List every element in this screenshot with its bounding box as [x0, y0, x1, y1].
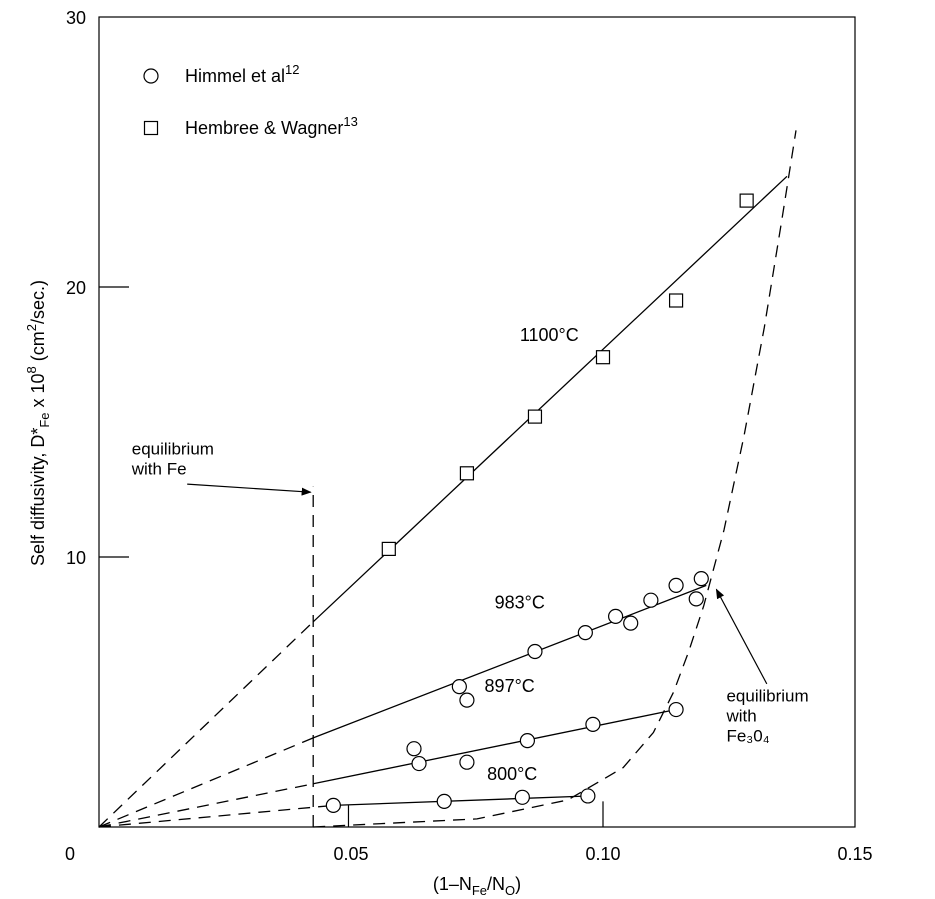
himmel-data-point — [459, 754, 475, 770]
annotation-text: Fe₃0₄ — [726, 726, 769, 745]
hembree-data-point — [381, 541, 396, 557]
isotherm-solid-line — [333, 795, 588, 807]
x-tick-label: 0.15 — [837, 844, 872, 864]
himmel-data-point — [436, 793, 452, 809]
x-tick-label: 0.10 — [585, 844, 620, 864]
legend-square-marker — [143, 120, 159, 136]
isotherm-solid-line — [312, 584, 707, 739]
isotherm-dashed-line — [98, 737, 314, 828]
hembree-data-point — [527, 409, 543, 424]
himmel-data-point — [623, 615, 639, 631]
hembree-data-point — [595, 350, 611, 365]
annotation-text: with Fe — [131, 459, 187, 478]
himmel-data-point — [514, 789, 530, 805]
himmel-data-point — [668, 701, 684, 718]
himmel-data-point — [411, 755, 427, 772]
plot-frame — [98, 16, 856, 828]
annotation-arrow — [715, 588, 768, 685]
annotation-text: equilibrium — [726, 686, 808, 705]
himmel-data-point — [577, 624, 593, 641]
legend-circle-marker — [143, 68, 159, 84]
isotherm-label: 800°C — [487, 764, 537, 784]
legend-label: Hembree & Wagner13 — [185, 114, 358, 138]
isotherm-label: 897°C — [485, 676, 535, 696]
himmel-data-point — [406, 741, 422, 757]
x-tick-label: 0 — [65, 844, 75, 864]
himmel-data-point — [693, 570, 709, 587]
y-tick-label: 30 — [66, 8, 86, 28]
isotherm-dashed-line — [98, 783, 314, 828]
himmel-data-point — [527, 643, 543, 660]
isotherm-solid-line — [313, 708, 677, 785]
isotherm-dashed-line — [98, 621, 314, 828]
isotherm-dashed-line — [98, 804, 334, 828]
x-tick-label: 0.05 — [333, 844, 368, 864]
isotherm-label: 1100°C — [520, 325, 579, 345]
data-points — [325, 193, 754, 814]
hembree-data-point — [668, 293, 684, 308]
annotation-text: equilibrium — [132, 439, 214, 458]
himmel-data-point — [668, 577, 684, 593]
himmel-data-point — [688, 591, 704, 607]
himmel-data-point — [585, 716, 601, 733]
himmel-data-point — [325, 797, 341, 814]
isotherm-label: 983°C — [495, 592, 545, 612]
hembree-data-point — [459, 466, 475, 481]
annotation-text: with — [725, 706, 756, 725]
himmel-data-point — [607, 608, 624, 625]
phase-boundary-line — [313, 130, 797, 828]
axes: 10 20 30 0 0.05 0.10 0.15 (1–NFe/NO) Self diffus… — [24, 8, 873, 898]
himmel-data-point — [580, 788, 596, 804]
himmel-data-point — [459, 692, 475, 708]
himmel-data-point — [451, 678, 467, 695]
himmel-data-point — [643, 592, 659, 608]
y-tick-label: 10 — [66, 548, 86, 568]
legend-label: Himmel et al12 — [185, 62, 300, 86]
himmel-data-point — [519, 732, 536, 749]
isotherm-lines — [98, 130, 797, 828]
x-axis-label: (1–NFe/NO) — [433, 874, 521, 898]
y-tick-label: 20 — [66, 278, 86, 298]
y-axis-label: Self diffusivity, D*Fe x 108 (cm2/sec.) — [24, 280, 52, 566]
annotation-arrow — [187, 483, 312, 496]
hembree-data-point — [739, 193, 754, 208]
